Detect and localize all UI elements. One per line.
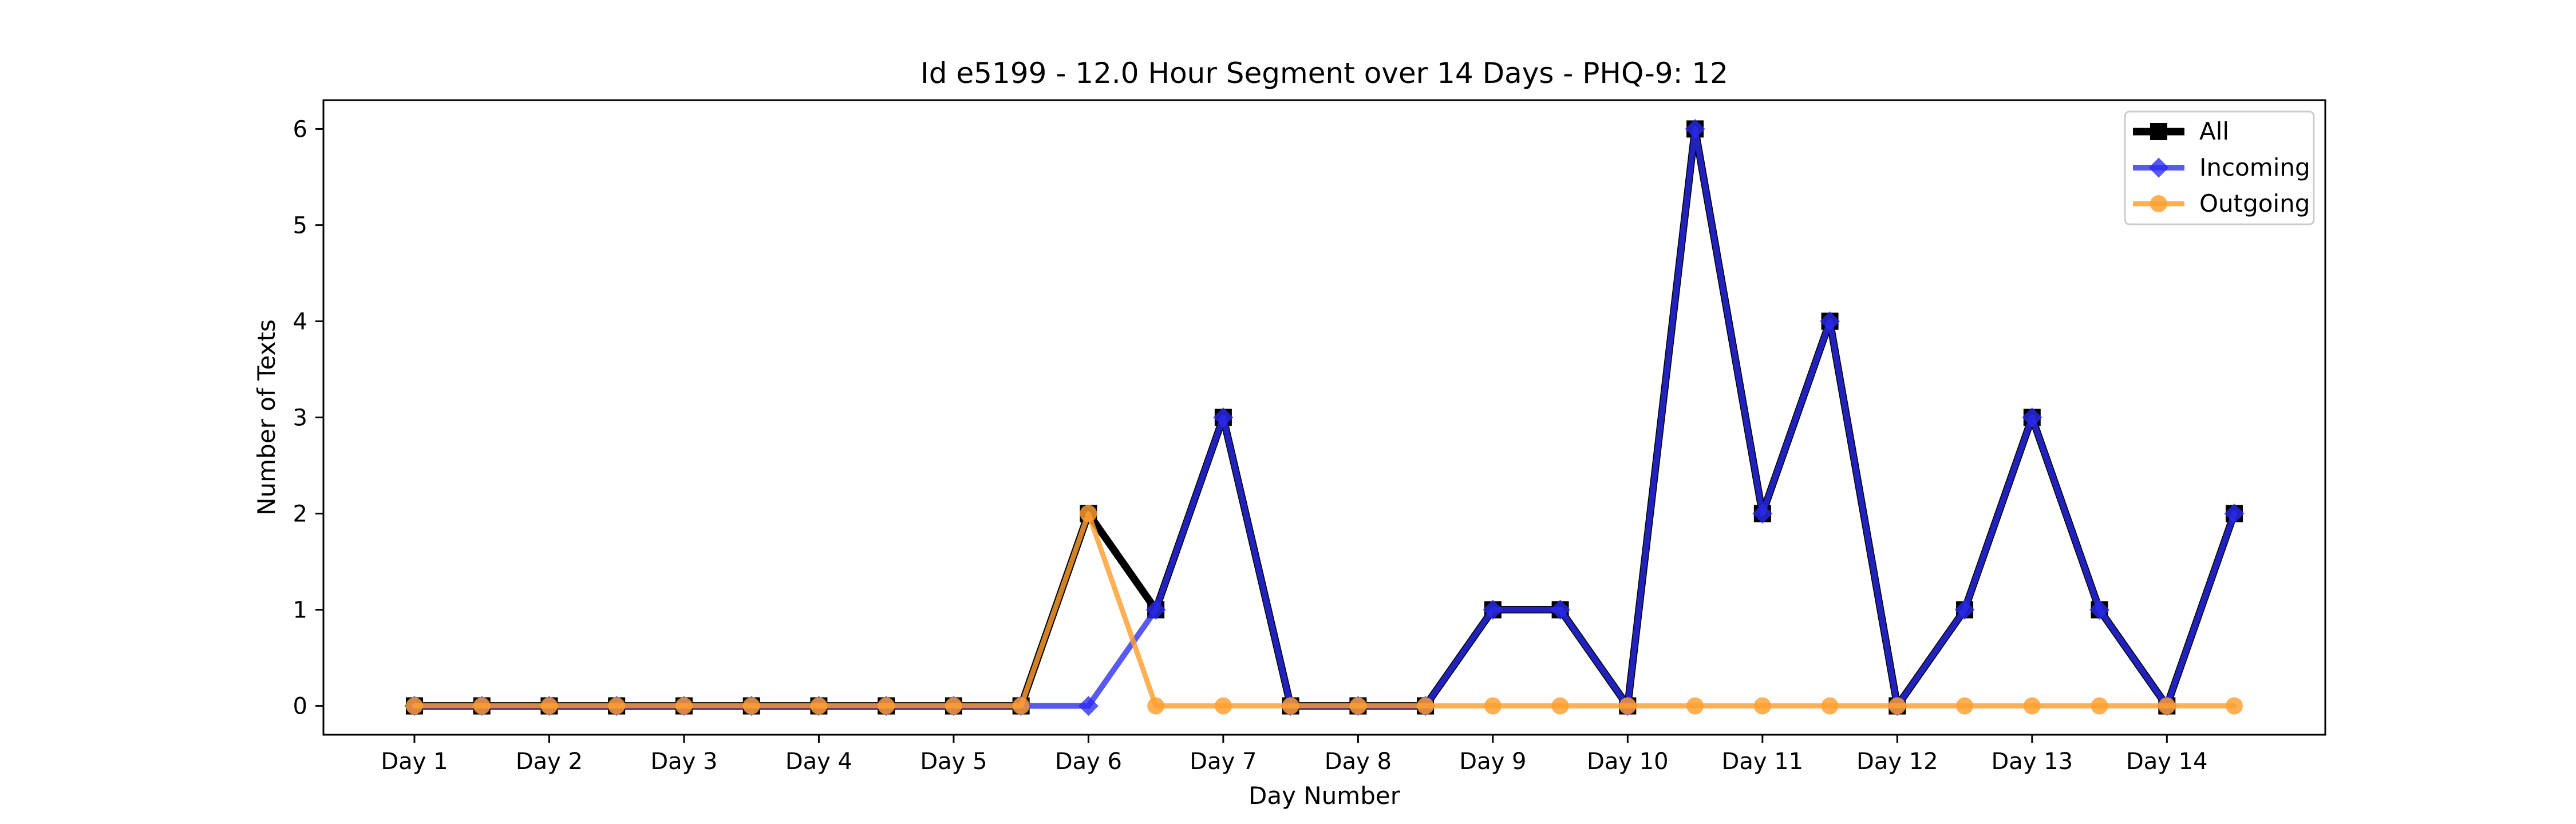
data-point bbox=[945, 697, 962, 715]
data-point bbox=[1551, 697, 1569, 715]
x-tick-label: Day 9 bbox=[1459, 748, 1526, 775]
data-point bbox=[1619, 697, 1637, 715]
legend-box bbox=[2124, 110, 2315, 225]
y-axis-label: Number of Texts bbox=[252, 319, 280, 516]
data-point bbox=[405, 697, 423, 715]
data-point bbox=[1685, 118, 1705, 139]
data-point bbox=[1820, 311, 1840, 331]
legend-label: All bbox=[2199, 117, 2229, 145]
data-point bbox=[2091, 697, 2108, 715]
data-point bbox=[1888, 697, 1906, 715]
data-point bbox=[473, 697, 491, 715]
legend-label: Incoming bbox=[2199, 153, 2310, 181]
legend-item: All bbox=[2133, 117, 2229, 145]
series-line bbox=[412, 511, 2237, 709]
data-point bbox=[2226, 697, 2243, 715]
y-tick-label: 6 bbox=[293, 116, 307, 142]
y-tick-label: 4 bbox=[293, 308, 307, 335]
data-point bbox=[2089, 600, 2110, 620]
data-point bbox=[1012, 697, 1030, 715]
data-point bbox=[1349, 697, 1367, 715]
series-incoming bbox=[404, 118, 2245, 716]
data-point bbox=[1078, 696, 1099, 716]
data-point bbox=[742, 697, 760, 715]
data-point bbox=[2158, 697, 2176, 715]
x-tick-label: Day 2 bbox=[516, 748, 583, 775]
x-tick-label: Day 5 bbox=[920, 748, 987, 775]
data-point bbox=[1147, 697, 1165, 715]
data-point bbox=[2150, 195, 2167, 212]
legend-label: Outgoing bbox=[2199, 189, 2310, 217]
x-axis: Day 1 Day 2 Day 3 Day 4 Day 5 Day 6 Day 7 Day 8… bbox=[381, 735, 2208, 775]
series-line bbox=[411, 126, 2238, 709]
x-tick-label: Day 13 bbox=[1992, 748, 2073, 775]
data-point bbox=[1821, 697, 1839, 715]
data-point bbox=[608, 697, 626, 715]
x-tick-label: Day 11 bbox=[1722, 748, 1804, 775]
y-tick-label: 5 bbox=[293, 212, 307, 239]
x-tick-label: Day 14 bbox=[2126, 748, 2208, 775]
legend-item: Incoming bbox=[2133, 153, 2310, 181]
data-point bbox=[1282, 697, 1299, 715]
data-point bbox=[1956, 697, 1974, 715]
data-point bbox=[540, 697, 558, 715]
data-point bbox=[1483, 600, 1503, 620]
chart-title: Id e5199 - 12.0 Hour Segment over 14 Day… bbox=[920, 57, 1728, 90]
data-point bbox=[2148, 157, 2169, 178]
x-tick-label: Day 1 bbox=[381, 748, 448, 775]
data-point bbox=[1214, 697, 1232, 715]
data-point bbox=[1213, 407, 1234, 427]
series-layer bbox=[404, 118, 2245, 716]
data-point bbox=[2022, 407, 2042, 427]
data-point bbox=[1080, 505, 1097, 522]
data-point bbox=[1753, 697, 1771, 715]
x-tick-label: Day 10 bbox=[1587, 748, 1669, 775]
x-tick-label: Day 7 bbox=[1190, 748, 1257, 775]
data-point bbox=[2150, 123, 2167, 140]
legend-item: Outgoing bbox=[2133, 189, 2310, 217]
data-point bbox=[1484, 697, 1502, 715]
data-point bbox=[2224, 504, 2245, 524]
data-point bbox=[1145, 600, 1166, 620]
y-tick-label: 1 bbox=[293, 597, 307, 624]
y-tick-label: 3 bbox=[293, 405, 307, 431]
y-tick-label: 2 bbox=[293, 501, 307, 528]
x-tick-label: Day 8 bbox=[1325, 748, 1392, 775]
x-tick-label: Day 3 bbox=[650, 748, 717, 775]
data-point bbox=[1752, 504, 1773, 524]
x-tick-label: Day 4 bbox=[785, 748, 852, 775]
x-tick-label: Day 12 bbox=[1856, 748, 1938, 775]
data-point bbox=[1686, 697, 1704, 715]
series-all bbox=[405, 120, 2243, 715]
x-axis-label: Day Number bbox=[1249, 782, 1401, 810]
data-point bbox=[810, 697, 828, 715]
y-axis: 0 1 2 3 4 5 6 bbox=[293, 116, 323, 720]
data-point bbox=[1550, 600, 1571, 620]
data-point bbox=[1417, 697, 1435, 715]
x-tick-label: Day 6 bbox=[1055, 748, 1122, 775]
series-outgoing bbox=[405, 505, 2243, 715]
data-point bbox=[2023, 697, 2041, 715]
data-point bbox=[1954, 600, 1975, 620]
data-point bbox=[878, 697, 895, 715]
legend: All Incoming Outgoing bbox=[2124, 110, 2315, 225]
y-tick-label: 0 bbox=[293, 694, 307, 720]
data-point bbox=[675, 697, 693, 715]
